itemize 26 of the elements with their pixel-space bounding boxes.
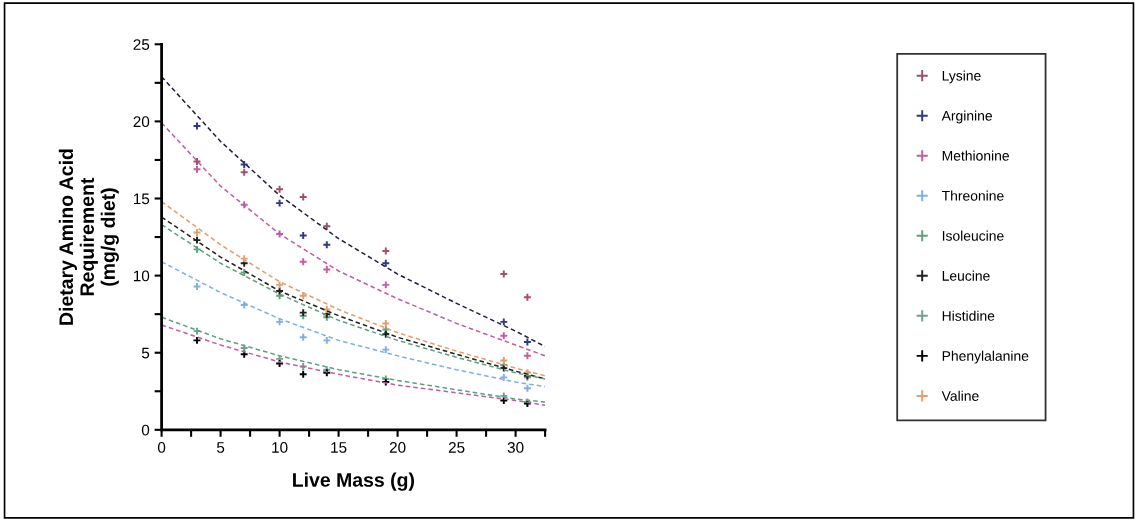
- x-tick-label: 15: [331, 442, 347, 453]
- x-tick-label: 30: [507, 442, 524, 453]
- legend-label: Lysine: [942, 70, 981, 84]
- x-tick-label: 5: [216, 442, 225, 453]
- legend-label: Valine: [941, 390, 979, 401]
- legend-label: Isoleucine: [942, 230, 1004, 241]
- x-tick-label: 0: [157, 442, 166, 453]
- legend-label: Phenylalanine: [942, 350, 1029, 364]
- x-axis-title: Live Mass (g): [293, 472, 414, 491]
- line-series: [161, 260, 546, 388]
- y-tick-label: 5: [141, 347, 150, 359]
- legend-label: Threonine: [941, 190, 1004, 201]
- x-tick-label: 20: [389, 442, 406, 453]
- y-tick-label: 10: [133, 270, 150, 282]
- legend-label: Methionine: [942, 150, 1009, 161]
- y-axis-title: Dietary Amino Acid Requirement (mg/g diet): [58, 149, 119, 325]
- legend-label: Arginine: [941, 110, 992, 124]
- y-tick-label: 20: [133, 116, 150, 128]
- x-tick-label: 10: [272, 442, 288, 453]
- y-tick-label: 0: [141, 424, 150, 436]
- y-tick-label: 15: [133, 193, 150, 205]
- legend-label: Leucine: [942, 270, 990, 281]
- y-tick-label: 25: [133, 39, 150, 50]
- line-series: [161, 122, 546, 357]
- x-tick-label: 25: [448, 442, 465, 453]
- legend-label: Histidine: [942, 310, 995, 321]
